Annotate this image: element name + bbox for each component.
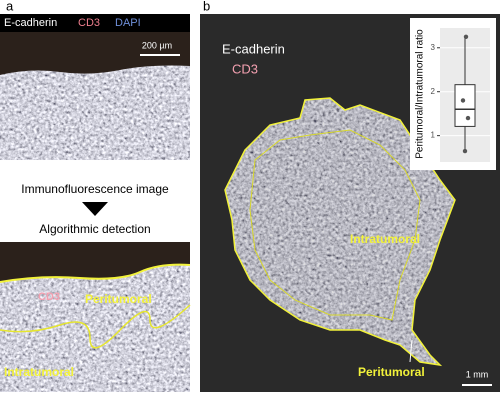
y-tick-label: 2: [431, 87, 436, 96]
stain-bar: [0, 14, 190, 32]
stain-label: CD3: [232, 61, 258, 76]
panel-label: b: [203, 0, 210, 13]
region-label: Intratumoral: [4, 365, 74, 379]
stain-label: E-cadherin: [222, 41, 285, 56]
region-label: CD3: [38, 291, 60, 303]
region-label: Intratumoral: [350, 232, 420, 246]
scale-bar-label: 200 µm: [142, 40, 172, 50]
tissue-texture: [0, 264, 190, 392]
box: [454, 84, 476, 127]
stain-label: DAPI: [115, 17, 141, 29]
region-label: Peritumoral: [358, 365, 425, 379]
step-label: Immunofluorescence image: [21, 182, 169, 196]
point: [462, 148, 468, 154]
y-tick-label: 1: [431, 131, 436, 140]
panel-label: a: [6, 0, 14, 13]
boundary: [0, 304, 191, 349]
tissue-texture: [0, 65, 190, 160]
panel-a: a E-cadherin CD3 DAPI 200 µm Immunofluor…: [0, 0, 191, 392]
step-label: Algorithmic detection: [39, 222, 150, 236]
stain-label: CD3: [78, 17, 100, 29]
boundary: [0, 263, 191, 283]
point: [465, 115, 471, 121]
boundary: [224, 97, 456, 367]
arrow: [409, 339, 413, 363]
panel-b: b E-cadherin CD3 Intratumoral Peritumora…: [200, 0, 500, 392]
arrow: [82, 202, 108, 216]
region-label: Peritumoral: [85, 292, 152, 306]
y-axis-label: Peritumoral/Intratumoral ratio: [415, 29, 426, 159]
y-tick-label: 3: [431, 43, 436, 52]
stain-label: E-cadherin: [4, 17, 57, 29]
point: [463, 34, 469, 39]
scale-bar-label: 1 mm: [466, 369, 489, 379]
boundary: [249, 129, 421, 321]
point: [460, 98, 466, 103]
